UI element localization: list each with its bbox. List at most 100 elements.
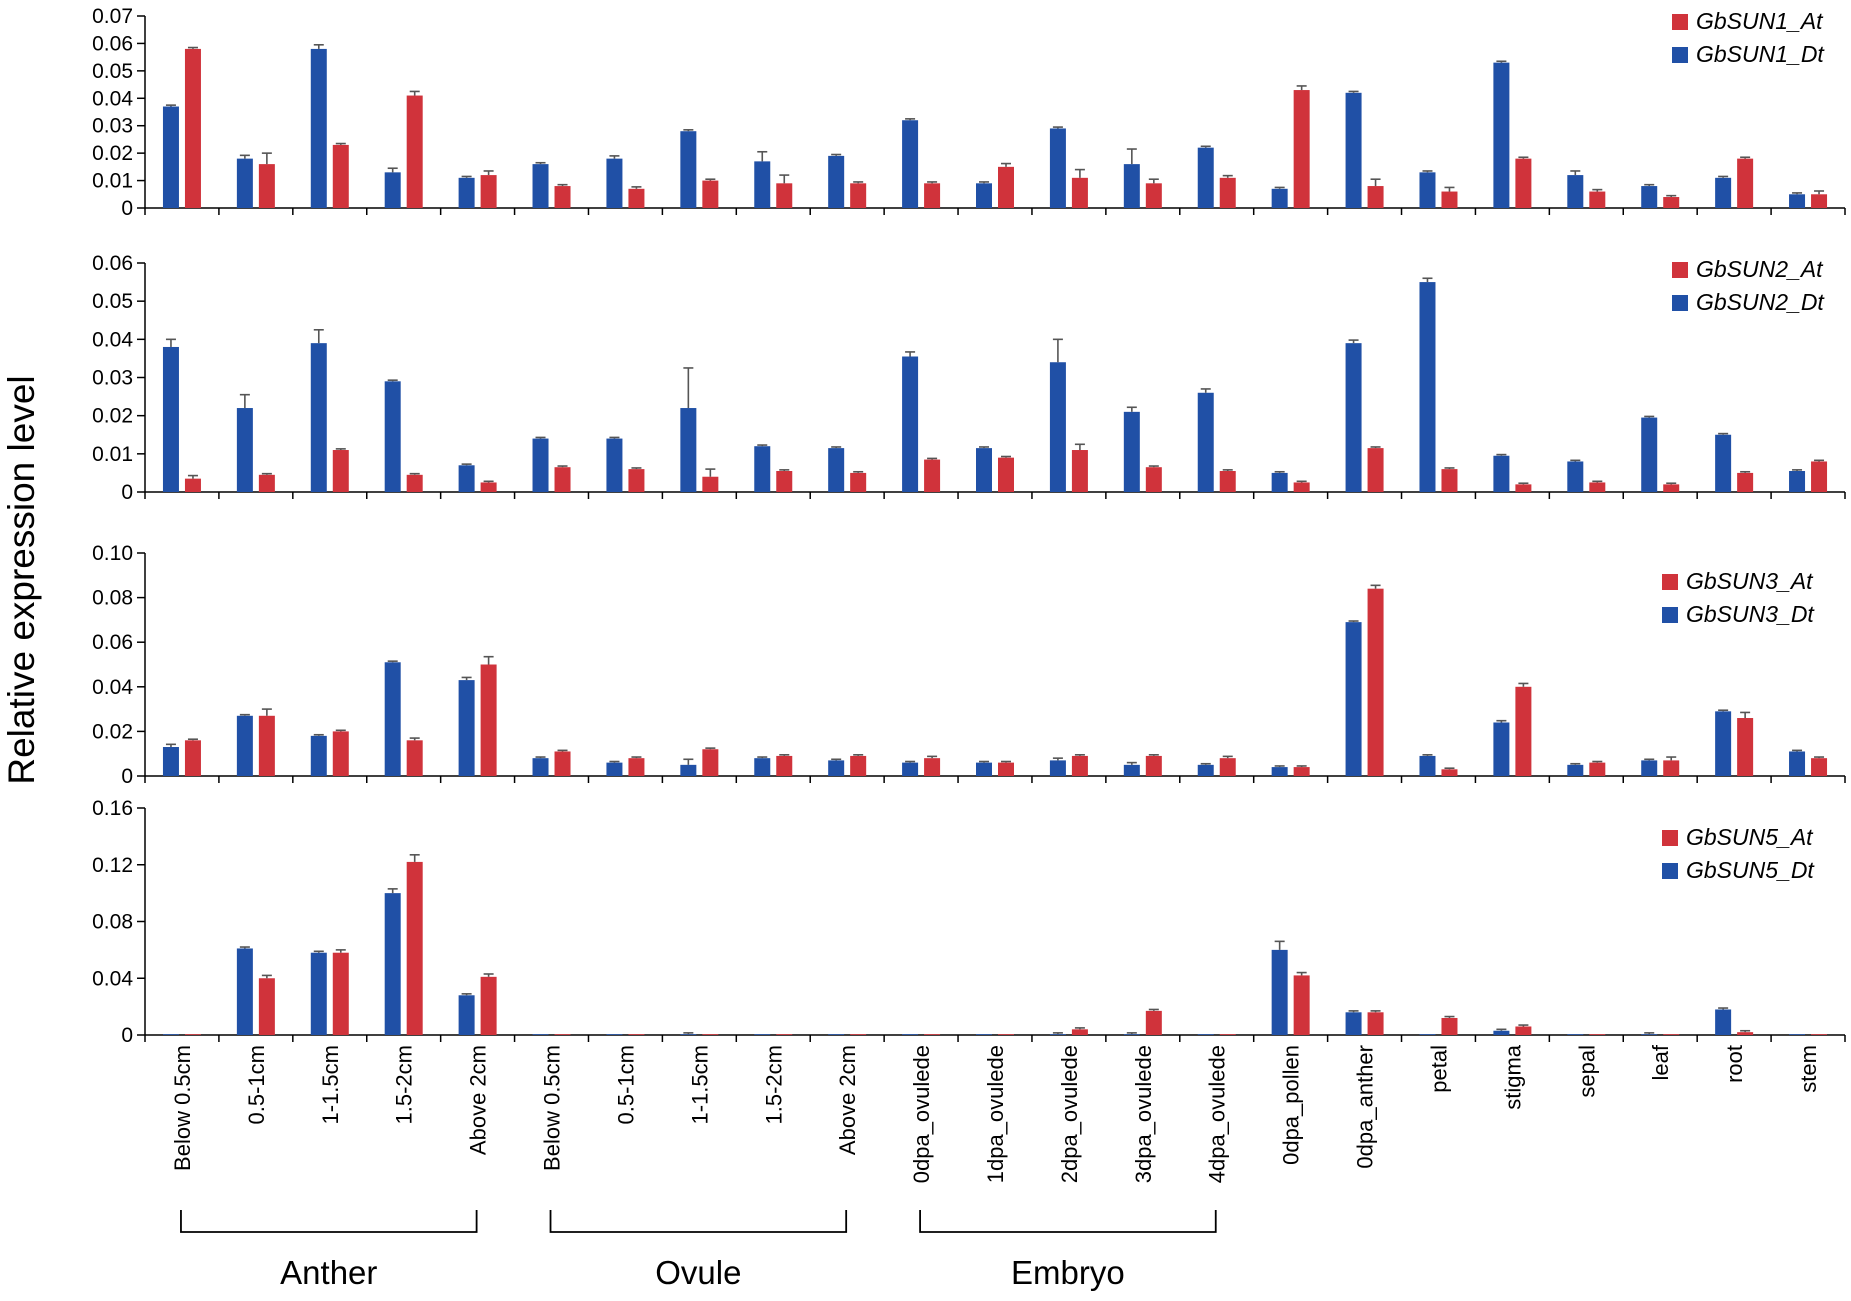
- y-axis-title: Relative expression level: [1, 375, 42, 784]
- group-bracket: [919, 1210, 1217, 1233]
- bar-gbsun3_dt-4: [458, 680, 475, 776]
- bar-gbsun3_at-17: [1441, 769, 1458, 776]
- bar-gbsun3_dt-11: [976, 762, 992, 776]
- bar-gbsun3_at-5: [554, 751, 571, 776]
- bar-gbsun1_at-21: [1737, 158, 1754, 208]
- bar-gbsun1_dt-22: [1789, 194, 1806, 208]
- bar-gbsun5_at-15: [1293, 975, 1310, 1035]
- bar-gbsun2_at-22: [1811, 461, 1828, 492]
- bar-gbsun2_at-11: [998, 457, 1014, 492]
- bar-gbsun1_dt-15: [1271, 188, 1288, 208]
- bar-gbsun3_at-8: [776, 755, 793, 776]
- category-label-3: 1.5-2cm: [392, 1045, 417, 1124]
- bar-gbsun1_at-18: [1515, 158, 1532, 208]
- bar-gbsun5_at-12: [1071, 1029, 1088, 1035]
- bar-gbsun3_at-10: [924, 758, 941, 776]
- bar-gbsun5_at-20: [1663, 1034, 1680, 1035]
- bar-gbsun1_at-12: [1071, 177, 1088, 208]
- y-tick-label: 0.04: [92, 676, 133, 699]
- bar-gbsun2_at-10: [924, 459, 941, 492]
- bar-gbsun5_dt-4: [458, 995, 475, 1035]
- bar-gbsun3_dt-22: [1789, 751, 1806, 776]
- bar-gbsun2_at-15: [1293, 482, 1310, 492]
- bar-gbsun3_dt-10: [902, 762, 919, 776]
- legend-panel-1: GbSUN1_At GbSUN1_Dt: [1672, 8, 1825, 67]
- bar-gbsun1_dt-9: [828, 155, 845, 208]
- legend-label-at: GbSUN5_At: [1686, 824, 1814, 850]
- bar-gbsun1_at-10: [924, 183, 941, 208]
- y-tick-label: 0.07: [92, 5, 133, 28]
- y-tick-label: 0: [121, 1024, 133, 1047]
- category-label-9: Above 2cm: [835, 1045, 860, 1155]
- bar-gbsun2_at-21: [1737, 472, 1754, 492]
- category-label-20: leaf: [1648, 1044, 1673, 1080]
- bar-gbsun5_dt-0: [162, 1034, 179, 1035]
- bar-gbsun5_dt-1: [236, 948, 253, 1035]
- category-label-1: 0.5-1cm: [244, 1045, 269, 1124]
- bar-gbsun2_at-17: [1441, 469, 1458, 492]
- bar-gbsun3_dt-13: [1123, 764, 1140, 776]
- bar-gbsun3_dt-9: [828, 760, 845, 776]
- legend-swatch-dt: [1672, 47, 1688, 63]
- y-tick-label: 0: [121, 197, 133, 220]
- bar-gbsun2_dt-17: [1419, 282, 1436, 492]
- bar-gbsun3_at-2: [332, 731, 349, 776]
- bar-gbsun2_at-20: [1663, 484, 1680, 492]
- bar-gbsun5_dt-13: [1123, 1034, 1140, 1035]
- bar-gbsun5_dt-10: [902, 1034, 919, 1035]
- bar-gbsun2_at-2: [332, 450, 349, 492]
- bar-gbsun1_dt-5: [532, 164, 549, 208]
- bar-gbsun1_dt-16: [1345, 92, 1362, 208]
- y-tick-label: 0.08: [92, 587, 133, 610]
- bar-gbsun3_dt-6: [606, 762, 623, 776]
- bar-gbsun2_dt-9: [828, 448, 845, 492]
- group-ovule: Ovule: [549, 1210, 848, 1291]
- bar-gbsun5_at-1: [258, 978, 275, 1035]
- group-anther: Anther: [180, 1210, 478, 1291]
- bar-gbsun3_at-11: [998, 762, 1014, 776]
- bar-gbsun3_at-16: [1367, 588, 1384, 776]
- legend-label-dt: GbSUN2_Dt: [1696, 289, 1825, 315]
- bar-gbsun5_at-22: [1811, 1034, 1828, 1035]
- bar-gbsun1_at-8: [776, 183, 793, 208]
- bar-gbsun1_at-15: [1293, 90, 1310, 208]
- legend-panel-3: GbSUN3_At GbSUN3_Dt: [1662, 568, 1815, 627]
- legend-swatch-dt: [1662, 607, 1678, 623]
- y-tick-label: 0.01: [92, 443, 133, 466]
- bar-gbsun5_at-21: [1737, 1032, 1754, 1035]
- bar-gbsun3_at-1: [258, 715, 275, 776]
- bar-gbsun1_dt-7: [680, 131, 697, 208]
- group-bracket: [180, 1210, 478, 1233]
- bar-gbsun3_dt-1: [236, 715, 253, 776]
- bar-gbsun1_at-7: [702, 180, 719, 208]
- bar-gbsun3_at-22: [1811, 758, 1828, 776]
- bar-gbsun3_dt-0: [162, 747, 179, 776]
- bar-gbsun1_at-14: [1219, 177, 1236, 208]
- bar-gbsun5_dt-11: [976, 1034, 992, 1035]
- bar-gbsun5_dt-5: [532, 1034, 549, 1035]
- legend-swatch-at: [1662, 830, 1678, 846]
- panel-2: 00.010.020.030.040.050.06 GbSUN2_AtGbSUN2…: [92, 252, 1846, 504]
- bar-gbsun3_dt-2: [310, 735, 327, 776]
- bar-gbsun3_at-14: [1219, 758, 1236, 776]
- y-tick-label: 0.10: [92, 542, 133, 565]
- group-embryo: Embryo: [919, 1210, 1217, 1291]
- bar-gbsun2_at-9: [850, 472, 867, 492]
- bar-gbsun5_dt-8: [754, 1034, 771, 1035]
- bar-gbsun3_at-7: [702, 749, 719, 776]
- category-label-15: 0dpa_pollen: [1279, 1045, 1304, 1165]
- bar-gbsun2_at-6: [628, 469, 645, 492]
- bar-gbsun1_dt-2: [310, 48, 327, 208]
- bar-gbsun5_at-18: [1515, 1026, 1532, 1035]
- bar-gbsun2_dt-7: [680, 408, 697, 492]
- panel-4: 0 0.04 0.08 0.12 0.16 GbSUN5_At GbSUN5_Dt: [92, 797, 1846, 1047]
- y-tick-label: 0.05: [92, 60, 133, 83]
- bar-gbsun3_at-4: [480, 664, 497, 776]
- category-labels: Below 0.5cm 0.5-1cm 1-1.5cm 1.5-2cm Above 2c…: [170, 1044, 1821, 1183]
- bar-gbsun2_at-1: [258, 474, 275, 492]
- legend-panel-2: GbSUN2_At GbSUN2_Dt: [1672, 256, 1825, 315]
- bar-gbsun5_dt-18: [1493, 1030, 1510, 1035]
- bar-gbsun5_at-0: [184, 1034, 201, 1035]
- bar-gbsun2_dt-19: [1567, 461, 1584, 492]
